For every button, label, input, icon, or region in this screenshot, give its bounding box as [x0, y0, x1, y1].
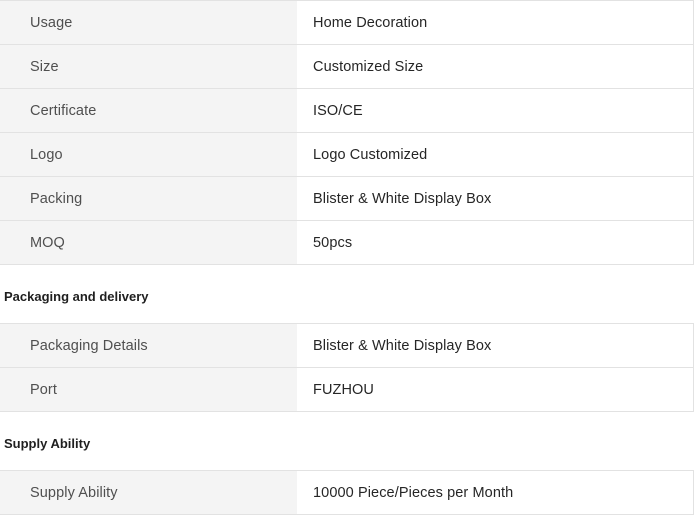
- attribute-label: MOQ: [0, 221, 300, 264]
- table-row: Size Customized Size: [0, 45, 693, 89]
- attribute-label: Packaging Details: [0, 324, 300, 367]
- table-row: Packing Blister & White Display Box: [0, 177, 693, 221]
- packaging-delivery-table: Packaging Details Blister & White Displa…: [0, 323, 694, 412]
- table-row: Certificate ISO/CE: [0, 89, 693, 133]
- table-row: MOQ 50pcs: [0, 221, 693, 265]
- attribute-value: ISO/CE: [300, 89, 693, 132]
- product-attributes-table: Usage Home Decoration Size Customized Si…: [0, 0, 694, 265]
- attribute-value: 50pcs: [300, 221, 693, 264]
- attribute-value: Customized Size: [300, 45, 693, 88]
- table-row: Usage Home Decoration: [0, 1, 693, 45]
- attribute-value: Logo Customized: [300, 133, 693, 176]
- attribute-label: Size: [0, 45, 300, 88]
- table-row: Port FUZHOU: [0, 368, 693, 412]
- attribute-value: Home Decoration: [300, 1, 693, 44]
- attribute-label: Usage: [0, 1, 300, 44]
- section-heading-packaging-and-delivery: Packaging and delivery: [4, 289, 149, 304]
- attribute-value: Blister & White Display Box: [300, 324, 693, 367]
- attribute-label: Logo: [0, 133, 300, 176]
- table-row: Supply Ability 10000 Piece/Pieces per Mo…: [0, 471, 693, 515]
- table-row: Packaging Details Blister & White Displa…: [0, 324, 693, 368]
- attribute-label: Certificate: [0, 89, 300, 132]
- attribute-label: Port: [0, 368, 300, 411]
- attribute-label: Packing: [0, 177, 300, 220]
- table-row: Logo Logo Customized: [0, 133, 693, 177]
- section-heading-supply-ability: Supply Ability: [4, 436, 91, 451]
- attribute-value: FUZHOU: [300, 368, 693, 411]
- attribute-label: Supply Ability: [0, 471, 300, 514]
- attribute-value: 10000 Piece/Pieces per Month: [300, 471, 693, 514]
- supply-ability-table: Supply Ability 10000 Piece/Pieces per Mo…: [0, 470, 694, 515]
- attribute-value: Blister & White Display Box: [300, 177, 693, 220]
